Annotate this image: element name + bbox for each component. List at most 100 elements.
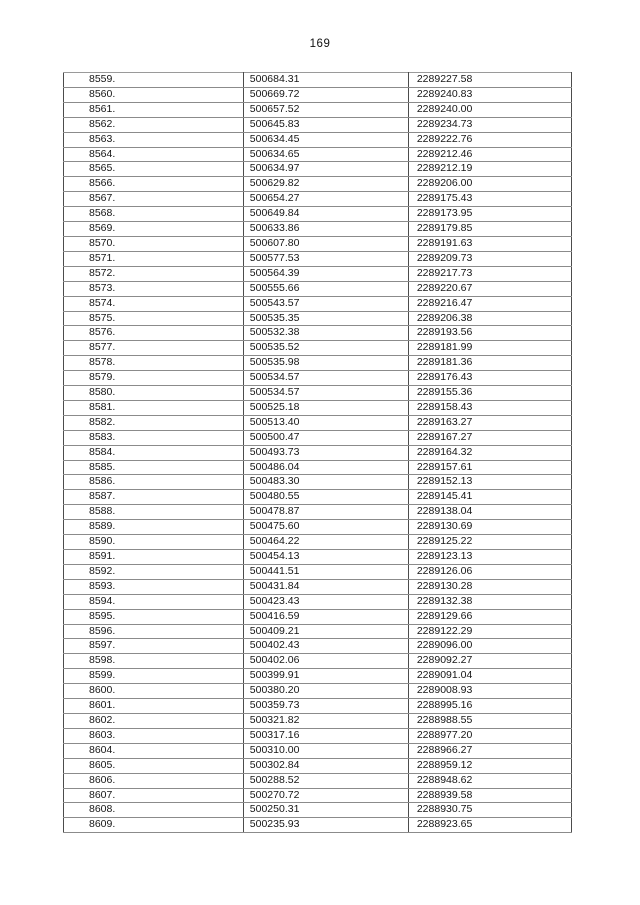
northing-cell: 2289234.73 (407, 116, 573, 133)
northing-cell: 2289217.73 (407, 265, 573, 282)
point-index-cell: 8565. (63, 161, 244, 178)
northing-cell: 2289193.56 (407, 325, 573, 342)
northing-cell: 2288959.12 (407, 757, 573, 774)
easting-cell: 500478.87 (242, 504, 409, 521)
table-row: 8594. 500423.43 2289132.38 (63, 593, 573, 610)
northing-cell: 2289122.29 (407, 623, 573, 640)
table-row: 8573. 500555.66 2289220.67 (63, 280, 573, 297)
easting-cell: 500235.93 (242, 817, 409, 834)
point-index-cell: 8561. (63, 101, 244, 118)
table-row: 8606. 500288.52 2288948.62 (63, 772, 573, 789)
table-row: 8576. 500532.38 2289193.56 (63, 325, 573, 342)
point-index-cell: 8594. (63, 593, 244, 610)
point-index-cell: 8587. (63, 489, 244, 506)
easting-cell: 500402.06 (242, 653, 409, 670)
easting-cell: 500288.52 (242, 772, 409, 789)
easting-cell: 500684.31 (242, 72, 409, 88)
point-index-cell: 8571. (63, 250, 244, 267)
easting-cell: 500475.60 (242, 519, 409, 536)
point-index-cell: 8563. (63, 131, 244, 148)
northing-cell: 2289129.66 (407, 608, 573, 625)
table-row: 8589. 500475.60 2289130.69 (63, 519, 573, 536)
point-index-cell: 8580. (63, 385, 244, 401)
point-index-cell: 8560. (63, 86, 244, 103)
page-number: 169 (309, 38, 331, 50)
point-index-cell: 8608. (63, 802, 244, 819)
easting-cell: 500535.35 (242, 310, 409, 327)
table-row: 8569. 500633.86 2289179.85 (63, 221, 573, 237)
point-index-cell: 8590. (63, 534, 244, 550)
point-index-cell: 8605. (63, 757, 244, 774)
point-index-cell: 8583. (63, 429, 244, 446)
northing-cell: 2289220.67 (407, 280, 573, 297)
easting-cell: 500399.91 (242, 668, 409, 685)
point-index-cell: 8566. (63, 176, 244, 193)
table-row: 8564. 500634.65 2289212.46 (63, 146, 573, 163)
easting-cell: 500416.59 (242, 608, 409, 625)
table-row: 8580. 500534.57 2289155.36 (63, 385, 573, 401)
easting-cell: 500534.57 (242, 370, 409, 387)
easting-cell: 500359.73 (242, 698, 409, 714)
easting-cell: 500649.84 (242, 206, 409, 223)
table-row: 8570. 500607.80 2289191.63 (63, 235, 573, 252)
northing-cell: 2289181.99 (407, 340, 573, 357)
northing-cell: 2289092.27 (407, 653, 573, 670)
easting-cell: 500543.57 (242, 295, 409, 312)
table-row: 8571. 500577.53 2289209.73 (63, 250, 573, 267)
table-row: 8598. 500402.06 2289092.27 (63, 653, 573, 670)
point-index-cell: 8576. (63, 325, 244, 342)
northing-cell: 2289096.00 (407, 638, 573, 655)
table-row: 8607. 500270.72 2288939.58 (63, 787, 573, 804)
table-row: 8586. 500483.30 2289152.13 (63, 474, 573, 491)
northing-cell: 2289240.83 (407, 86, 573, 103)
easting-cell: 500500.47 (242, 429, 409, 446)
easting-cell: 500555.66 (242, 280, 409, 297)
northing-cell: 2289125.22 (407, 534, 573, 550)
point-index-cell: 8578. (63, 355, 244, 372)
easting-cell: 500409.21 (242, 623, 409, 640)
table-row: 8559. 500684.31 2289227.58 (63, 72, 573, 88)
northing-cell: 2289164.32 (407, 444, 573, 461)
point-index-cell: 8570. (63, 235, 244, 252)
table-row: 8608. 500250.31 2288930.75 (63, 802, 573, 819)
northing-cell: 2289216.47 (407, 295, 573, 312)
easting-cell: 500634.97 (242, 161, 409, 178)
easting-cell: 500525.18 (242, 399, 409, 416)
table-row: 8582. 500513.40 2289163.27 (63, 414, 573, 431)
table-row: 8585. 500486.04 2289157.61 (63, 459, 573, 476)
point-index-cell: 8588. (63, 504, 244, 521)
point-index-cell: 8564. (63, 146, 244, 163)
easting-cell: 500310.00 (242, 742, 409, 759)
easting-cell: 500454.13 (242, 549, 409, 565)
table-row: 8609. 500235.93 2288923.65 (63, 817, 573, 834)
point-index-cell: 8569. (63, 221, 244, 237)
point-index-cell: 8559. (63, 72, 244, 88)
table-row: 8591. 500454.13 2289123.13 (63, 549, 573, 565)
table-row: 8568. 500649.84 2289173.95 (63, 206, 573, 223)
table-row: 8565. 500634.97 2289212.19 (63, 161, 573, 178)
northing-cell: 2289209.73 (407, 250, 573, 267)
coordinate-table-body: 8559. 500684.31 2289227.58 8560. 500669.72 22… (63, 72, 573, 834)
northing-cell: 2289181.36 (407, 355, 573, 372)
point-index-cell: 8585. (63, 459, 244, 476)
table-row: 8602. 500321.82 2288988.55 (63, 712, 573, 729)
northing-cell: 2289191.63 (407, 235, 573, 252)
northing-cell: 2289227.58 (407, 72, 573, 88)
point-index-cell: 8568. (63, 206, 244, 223)
point-index-cell: 8602. (63, 712, 244, 729)
coordinate-table: 8559. 500684.31 2289227.58 8560. 500669.72 22… (63, 72, 573, 834)
table-row: 8590. 500464.22 2289125.22 (63, 534, 573, 550)
point-index-cell: 8592. (63, 563, 244, 580)
easting-cell: 500317.16 (242, 727, 409, 744)
northing-cell: 2289167.27 (407, 429, 573, 446)
table-row: 8579. 500534.57 2289176.43 (63, 370, 573, 387)
table-row: 8577. 500535.52 2289181.99 (63, 340, 573, 357)
northing-cell: 2288939.58 (407, 787, 573, 804)
point-index-cell: 8581. (63, 399, 244, 416)
northing-cell: 2289130.69 (407, 519, 573, 536)
easting-cell: 500513.40 (242, 414, 409, 431)
northing-cell: 2289091.04 (407, 668, 573, 685)
northing-cell: 2289240.00 (407, 101, 573, 118)
easting-cell: 500402.43 (242, 638, 409, 655)
